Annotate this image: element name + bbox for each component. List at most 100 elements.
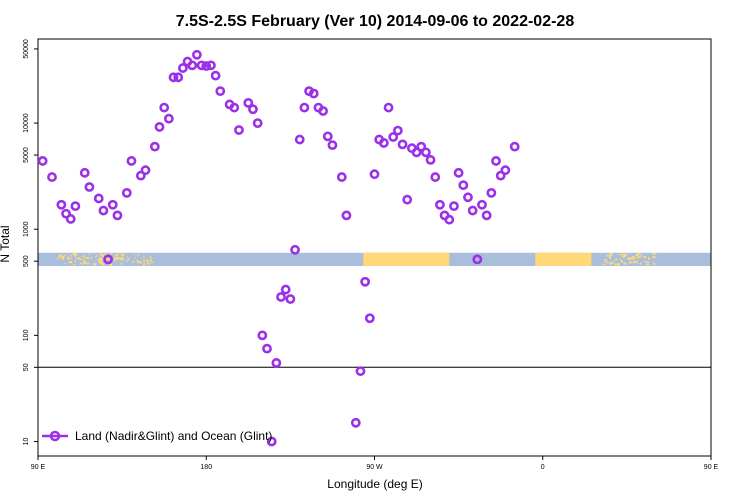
land-island [66, 257, 70, 259]
land-island [87, 261, 90, 264]
land-island [120, 257, 123, 260]
land-island [99, 262, 102, 264]
land-island [625, 263, 627, 265]
land-island [58, 256, 62, 258]
land-island [149, 258, 152, 261]
data-point [322, 131, 333, 142]
land-island [620, 260, 624, 263]
land-island [67, 258, 70, 260]
land-island [620, 253, 624, 256]
land-island [646, 261, 650, 264]
x-axis-label: Longitude (deg E) [327, 477, 422, 491]
data-point [121, 187, 132, 198]
land-island [635, 257, 639, 259]
land-island [609, 252, 613, 256]
land-island [105, 257, 109, 260]
data-point [388, 132, 399, 142]
land-island [632, 261, 636, 264]
land-island [101, 263, 105, 266]
land-island [74, 260, 77, 263]
plot-frame [37, 38, 712, 457]
data-point [290, 244, 300, 255]
data-point [252, 118, 263, 128]
data-point [173, 72, 184, 83]
data-points [37, 49, 520, 447]
data-point [126, 156, 137, 166]
x-tick-label: 90 W [366, 464, 383, 471]
land-island [100, 262, 103, 264]
data-point [467, 205, 478, 216]
data-point [308, 88, 319, 99]
chart-title: 7.5S-2.5S February (Ver 10) 2014-09-06 t… [176, 13, 575, 30]
data-point [93, 193, 104, 204]
legend-marker [49, 430, 61, 442]
land-island [121, 258, 125, 261]
land-island [86, 257, 90, 260]
land-island [615, 258, 617, 260]
data-point [37, 156, 48, 166]
land-island [67, 256, 69, 259]
data-point [65, 214, 76, 224]
data-point [271, 358, 282, 368]
land-island [623, 255, 626, 257]
land-island [614, 263, 617, 266]
land-island [624, 254, 627, 257]
data-point [378, 138, 389, 148]
data-point [266, 436, 277, 447]
data-point [411, 147, 422, 158]
data-point [201, 61, 212, 71]
data-point [84, 182, 95, 192]
data-point [187, 60, 198, 71]
data-point [276, 292, 286, 302]
data-point [280, 284, 291, 295]
land-island [83, 256, 86, 258]
y-tick-label: 10000 [23, 113, 30, 133]
land-island [607, 255, 611, 257]
y-axis-label: N Total [0, 225, 12, 262]
land-island [96, 255, 99, 257]
land-island [137, 254, 140, 257]
data-point [463, 192, 473, 203]
land-island [61, 256, 64, 260]
land-island [68, 257, 72, 260]
data-point [350, 417, 361, 428]
data-point [294, 134, 305, 145]
data-point [215, 86, 226, 97]
data-point [327, 140, 338, 151]
land-island [639, 252, 641, 255]
land-island [120, 253, 123, 255]
land-island [58, 255, 60, 258]
land-island [69, 260, 73, 264]
land-island [629, 257, 633, 260]
land-island [82, 263, 84, 266]
land-island [90, 256, 93, 260]
land-island [150, 259, 153, 262]
land-island [116, 257, 119, 260]
land-island [652, 256, 656, 259]
land-island [127, 256, 129, 259]
land-island [143, 260, 146, 263]
land-island [132, 260, 135, 263]
y-axis: 10 50 100 500 1000 5000 10000 50000 [23, 39, 38, 445]
data-point [491, 156, 501, 166]
land-island [127, 258, 130, 261]
land-island [143, 256, 145, 259]
data-point [103, 254, 114, 265]
land-island [646, 263, 649, 266]
land-island [64, 262, 66, 264]
land-island [653, 262, 655, 265]
land-islands [56, 252, 154, 267]
data-point [336, 172, 347, 182]
land-island [622, 253, 625, 256]
data-point [257, 330, 268, 341]
y-tick-label: 500 [23, 255, 30, 267]
data-point [159, 102, 170, 113]
data-point [112, 210, 123, 221]
land-island [623, 262, 627, 265]
land-island [621, 255, 624, 257]
y-tick-label: 100 [23, 329, 30, 341]
data-point [243, 97, 254, 108]
land-island [653, 263, 656, 265]
data-point [402, 194, 413, 205]
data-point [248, 104, 258, 115]
